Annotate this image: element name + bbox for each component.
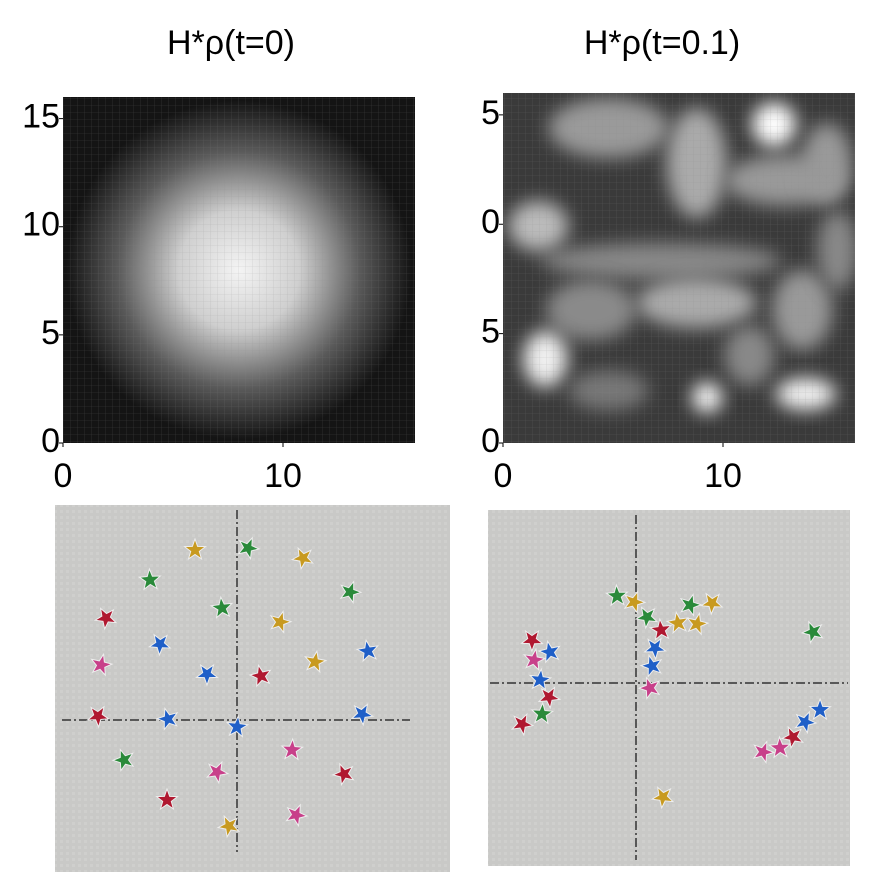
star xyxy=(183,537,207,561)
star xyxy=(147,633,172,657)
star xyxy=(780,725,804,750)
star xyxy=(285,803,309,828)
star xyxy=(537,686,562,710)
star xyxy=(510,712,535,737)
star xyxy=(634,606,659,630)
star xyxy=(269,609,293,634)
star xyxy=(339,580,363,605)
star xyxy=(225,714,250,738)
x-tick-label: 10 xyxy=(704,457,742,495)
chart-title: H*ρ(t=0.1) xyxy=(584,24,740,62)
y-tick-label: 5 xyxy=(481,313,500,351)
star xyxy=(648,617,673,641)
star xyxy=(623,590,647,615)
star xyxy=(155,787,179,811)
photo-right xyxy=(488,510,850,866)
star xyxy=(93,607,118,631)
star xyxy=(216,814,241,839)
y-tick-label: 10 xyxy=(22,206,60,244)
y-tick-label: 5 xyxy=(481,94,500,132)
star xyxy=(808,697,832,721)
star xyxy=(530,701,555,725)
star xyxy=(280,737,305,761)
star xyxy=(752,740,776,765)
star xyxy=(290,546,315,571)
star xyxy=(604,583,629,607)
chart-title: H*ρ(t=0) xyxy=(167,24,295,62)
star xyxy=(686,611,710,636)
heatmap-image xyxy=(63,97,415,443)
star xyxy=(650,786,675,810)
star xyxy=(537,639,561,664)
y-tick-label: 0 xyxy=(481,203,500,241)
star xyxy=(331,762,355,787)
heatmap-texture xyxy=(503,93,855,443)
star xyxy=(137,567,162,591)
x-tick-label: 0 xyxy=(494,457,513,495)
photos xyxy=(55,505,850,872)
star xyxy=(195,663,219,687)
y-tick-label: 0 xyxy=(41,422,60,460)
star xyxy=(155,706,179,731)
star xyxy=(637,676,661,700)
star xyxy=(794,710,818,735)
x-tick-label: 10 xyxy=(264,457,302,495)
star xyxy=(699,592,724,616)
star xyxy=(237,536,261,561)
star xyxy=(206,760,230,785)
star xyxy=(679,593,703,617)
star xyxy=(303,649,328,674)
star xyxy=(248,663,272,688)
star xyxy=(522,647,547,672)
y-tick-label: 15 xyxy=(22,98,60,136)
star xyxy=(209,595,234,619)
star xyxy=(643,637,668,661)
star xyxy=(665,610,690,635)
star xyxy=(767,735,792,759)
star xyxy=(355,638,380,663)
star xyxy=(111,748,135,772)
heatmap-image xyxy=(503,93,855,443)
star xyxy=(639,653,663,678)
star xyxy=(520,629,544,653)
star xyxy=(800,620,824,645)
star xyxy=(350,703,375,727)
heatmap-texture xyxy=(63,97,415,443)
x-tick-label: 0 xyxy=(54,457,73,495)
star xyxy=(90,652,114,677)
y-tick-label: 5 xyxy=(41,314,60,352)
star xyxy=(86,705,111,729)
star xyxy=(528,667,553,691)
photo-left xyxy=(55,505,450,872)
y-tick-label: 0 xyxy=(481,422,500,460)
